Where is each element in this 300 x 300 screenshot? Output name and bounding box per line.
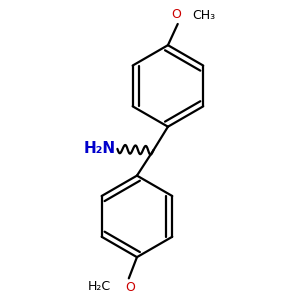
Text: CH₃: CH₃	[192, 9, 215, 22]
Text: O: O	[171, 8, 181, 21]
Text: H₂N: H₂N	[84, 141, 116, 156]
Text: H₂C: H₂C	[88, 280, 111, 293]
Text: O: O	[125, 281, 135, 294]
